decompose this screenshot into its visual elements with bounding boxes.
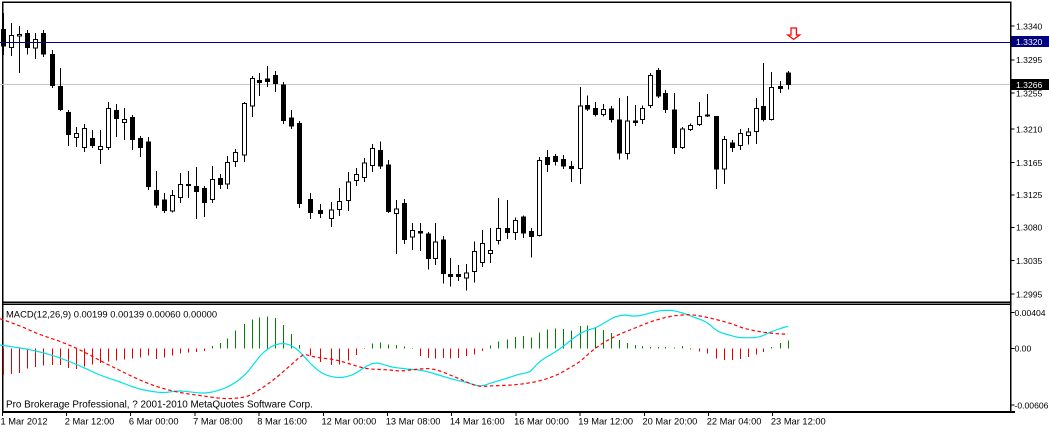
svg-text:20 Mar 20:00: 20 Mar 20:00 — [643, 416, 698, 426]
svg-text:19 Mar 12:00: 19 Mar 12:00 — [578, 416, 633, 426]
svg-text:1.3320: 1.3320 — [1016, 37, 1043, 47]
svg-text:1.3210: 1.3210 — [1016, 124, 1043, 134]
svg-text:6 Mar 00:00: 6 Mar 00:00 — [129, 416, 179, 426]
svg-text:13 Mar 08:00: 13 Mar 08:00 — [386, 416, 441, 426]
svg-text:16 Mar 00:00: 16 Mar 00:00 — [514, 416, 569, 426]
svg-text:0.00: 0.00 — [1015, 344, 1032, 354]
svg-text:-0.00606: -0.00606 — [1015, 400, 1049, 410]
svg-text:1.3255: 1.3255 — [1016, 89, 1043, 99]
svg-text:1.2995: 1.2995 — [1016, 289, 1043, 299]
svg-text:1.3035: 1.3035 — [1016, 256, 1043, 266]
svg-text:0.00404: 0.00404 — [1015, 308, 1046, 318]
svg-text:8 Mar 16:00: 8 Mar 16:00 — [257, 416, 307, 426]
svg-text:12 Mar 00:00: 12 Mar 00:00 — [322, 416, 377, 426]
svg-text:2 Mar 12:00: 2 Mar 12:00 — [65, 416, 115, 426]
svg-text:Pro Brokerage Professional, ?: Pro Brokerage Professional, ? 2001-2010 … — [6, 399, 313, 410]
svg-text:22 Mar 04:00: 22 Mar 04:00 — [707, 416, 762, 426]
svg-text:MACD(12,26,9) 0.00199 0.00139: MACD(12,26,9) 0.00199 0.00139 0.00060 0.… — [6, 309, 217, 320]
svg-text:23 Mar 12:00: 23 Mar 12:00 — [771, 416, 826, 426]
svg-text:1.3125: 1.3125 — [1016, 190, 1043, 200]
svg-text:1.3295: 1.3295 — [1016, 55, 1043, 65]
svg-text:7 Mar 08:00: 7 Mar 08:00 — [193, 416, 243, 426]
svg-text:14 Mar 16:00: 14 Mar 16:00 — [450, 416, 505, 426]
svg-text:1.3266: 1.3266 — [1016, 80, 1043, 90]
svg-text:1.3340: 1.3340 — [1016, 21, 1043, 31]
svg-text:1.3080: 1.3080 — [1016, 223, 1043, 233]
svg-text:1 Mar 2012: 1 Mar 2012 — [1, 416, 48, 426]
svg-text:1.3165: 1.3165 — [1016, 158, 1043, 168]
